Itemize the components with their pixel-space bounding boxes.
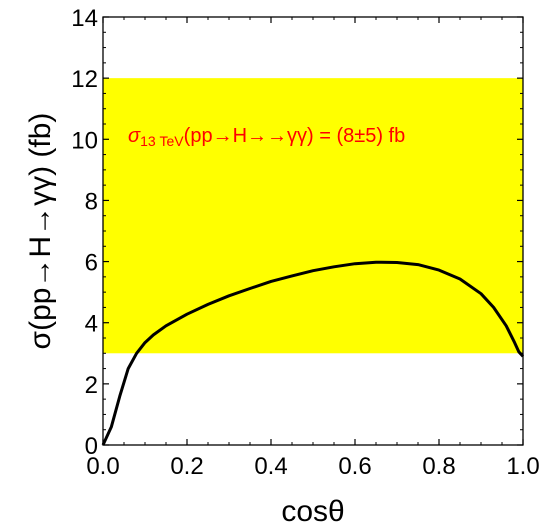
x-axis-ticks: 0.0 0.2 0.4 0.6 0.8 1.0 [86,17,540,480]
y-axis-label: σ(pp→H→γγ) (fb) [24,113,57,350]
y-tick-label: 14 [71,5,98,32]
band-annotation-symbol: σ [128,125,141,147]
y-tick-label: 12 [71,66,98,93]
band-annotation: σ13 TeV(pp→H→→γγ) = (8±5) fb [128,125,405,149]
x-tick-label: 0.4 [254,453,287,480]
x-tick-label: 0.6 [338,453,371,480]
x-tick-label: 1.0 [506,453,539,480]
y-tick-label: 0 [85,433,98,460]
confidence-band [103,78,523,354]
y-tick-label: 10 [71,127,98,154]
y-tick-label: 6 [85,250,98,277]
band-annotation-text: (pp→H→→γγ) = (8±5) fb [184,125,406,147]
series-line [101,260,525,446]
plot-frame [102,16,524,446]
x-tick-label: 0.8 [422,453,455,480]
y-axis-ticks: 0 2 4 6 8 10 12 14 [71,5,523,460]
x-tick-label: 0.2 [170,453,203,480]
x-axis-label: cosθ [281,495,344,528]
y-tick-label: 4 [85,311,98,338]
y-tick-label: 2 [85,372,98,399]
band-annotation-subscript: 13 TeV [140,133,184,149]
x-tick-label: 0.0 [86,453,119,480]
y-tick-label: 8 [85,188,98,215]
